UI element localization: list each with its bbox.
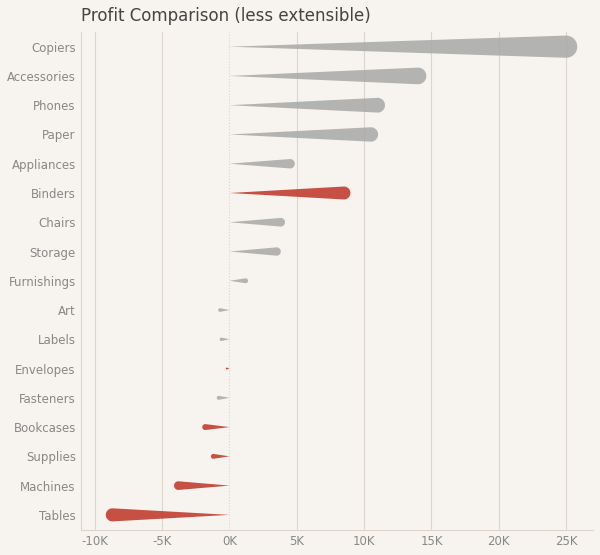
Bar: [82, 266, 593, 295]
Polygon shape: [229, 248, 281, 256]
Polygon shape: [226, 367, 229, 370]
Bar: [82, 237, 593, 266]
Polygon shape: [229, 36, 577, 58]
Polygon shape: [174, 481, 229, 490]
Polygon shape: [229, 127, 378, 142]
Bar: [82, 383, 593, 412]
Polygon shape: [229, 98, 385, 113]
Polygon shape: [229, 159, 295, 169]
Polygon shape: [202, 424, 229, 430]
Bar: [82, 208, 593, 237]
Bar: [82, 120, 593, 149]
Polygon shape: [211, 454, 229, 459]
Polygon shape: [229, 279, 248, 283]
Polygon shape: [217, 396, 229, 400]
Polygon shape: [218, 308, 229, 312]
Polygon shape: [229, 218, 285, 226]
Polygon shape: [229, 186, 350, 199]
Bar: [82, 61, 593, 90]
Bar: [82, 471, 593, 500]
Polygon shape: [220, 337, 229, 341]
Bar: [82, 295, 593, 325]
Bar: [82, 32, 593, 61]
Polygon shape: [229, 68, 427, 84]
Bar: [82, 500, 593, 529]
Bar: [82, 412, 593, 442]
Polygon shape: [106, 508, 229, 522]
Bar: [82, 178, 593, 208]
Bar: [82, 325, 593, 354]
Bar: [82, 442, 593, 471]
Bar: [82, 354, 593, 383]
Bar: [82, 149, 593, 178]
Bar: [82, 90, 593, 120]
Text: Profit Comparison (less extensible): Profit Comparison (less extensible): [82, 7, 371, 25]
